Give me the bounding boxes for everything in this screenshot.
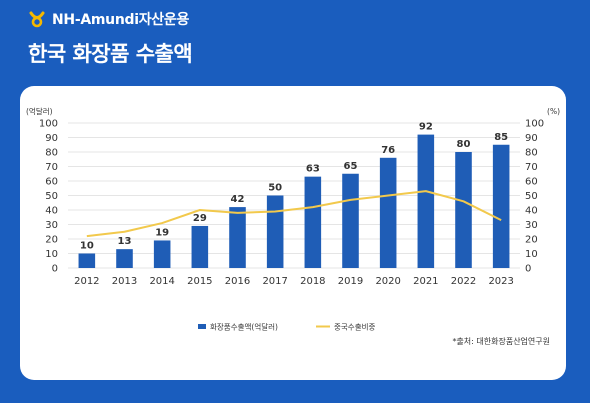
legend-bar-swatch (198, 324, 206, 329)
y-right-tick-label: 30 (525, 220, 538, 231)
y-left-tick-label: 0 (52, 264, 58, 275)
y-left-tick-label: 10 (45, 249, 58, 260)
x-tick-label: 2022 (451, 276, 476, 287)
y-left-tick-label: 20 (45, 235, 58, 246)
bar (304, 176, 322, 268)
china-share-line (86, 190, 502, 238)
y-right-tick-label: 20 (525, 235, 538, 246)
page-title: 한국 화장품 수출액 (28, 42, 193, 66)
bar (417, 134, 435, 268)
y-left-tick-label: 90 (45, 133, 58, 144)
bar-data-label: 19 (155, 227, 169, 238)
bar-data-label: 85 (494, 132, 508, 143)
x-tick-label: 2019 (338, 276, 363, 287)
x-tick-label: 2015 (187, 276, 212, 287)
bar-data-label: 50 (268, 183, 282, 194)
y-right-tick-label: 100 (525, 119, 544, 130)
brand-name: NH-Amundi자산운용 (52, 12, 190, 28)
y-right-tick-label: 40 (525, 206, 538, 217)
x-tick-label: 2020 (375, 276, 400, 287)
y-right-tick-label: 0 (525, 264, 531, 275)
bar (342, 173, 359, 268)
bar (78, 253, 96, 268)
bar-data-label: 63 (306, 164, 320, 175)
bar-data-label: 13 (118, 236, 132, 247)
y-right-tick-label: 90 (525, 133, 538, 144)
y-left-tick-label: 70 (45, 162, 58, 173)
bar (229, 207, 246, 268)
y-left-tick-label: 100 (39, 119, 58, 130)
y-right-tick-label: 80 (525, 148, 538, 159)
export-chart: (억달러) (%) 0 10 20 30 40 50 60 70 80 90 100 0 10 20 30 40 5… (26, 107, 560, 332)
source-note: *출처: 대한화장품산업연구원 (452, 337, 550, 346)
bar-data-label: 76 (381, 145, 395, 156)
x-tick-label: 2012 (74, 276, 99, 287)
x-tick-label: 2018 (300, 276, 325, 287)
y-right-tick-label: 50 (525, 191, 538, 202)
x-tick-label: 2023 (488, 276, 513, 287)
bar-data-label: 80 (457, 139, 471, 150)
bar (492, 144, 510, 268)
bar (455, 152, 472, 268)
y-left-tick-label: 50 (45, 191, 58, 202)
y-left-tick-label: 80 (45, 148, 58, 159)
y-left-tick-label: 40 (45, 206, 58, 217)
y-right-tick-label: 60 (525, 177, 538, 188)
bar (153, 240, 171, 268)
y-right-tick-label: 10 (525, 249, 538, 260)
bar-data-label: 65 (344, 161, 358, 172)
x-tick-label: 2016 (225, 276, 250, 287)
brand-header: NH-Amundi자산운용 (28, 9, 189, 29)
bar (379, 157, 397, 268)
bar-data-label: 42 (231, 194, 245, 205)
bar (191, 225, 209, 268)
nh-logo-icon (28, 10, 46, 28)
bar (116, 249, 133, 268)
legend-bar-label: 화장품수출액(억달러) (210, 322, 278, 332)
y-left-unit-label: (억달러) (26, 107, 53, 116)
x-tick-label: 2014 (149, 276, 174, 287)
chart-card: (억달러) (%) 0 10 20 30 40 50 60 70 80 90 100 0 10 20 30 40 5… (20, 86, 566, 380)
legend-line-label: 중국수출비중 (334, 322, 375, 332)
y-right-unit-label: (%) (547, 107, 560, 116)
bar-data-label: 92 (419, 122, 433, 133)
y-left-tick-label: 60 (45, 177, 58, 188)
bar-data-label: 29 (193, 213, 207, 224)
x-tick-label: 2013 (112, 276, 137, 287)
y-right-tick-label: 70 (525, 162, 538, 173)
x-tick-label: 2017 (262, 276, 287, 287)
x-tick-label: 2021 (413, 276, 438, 287)
bar (266, 195, 284, 268)
y-left-tick-label: 30 (45, 220, 58, 231)
bar-data-label: 10 (80, 241, 94, 252)
